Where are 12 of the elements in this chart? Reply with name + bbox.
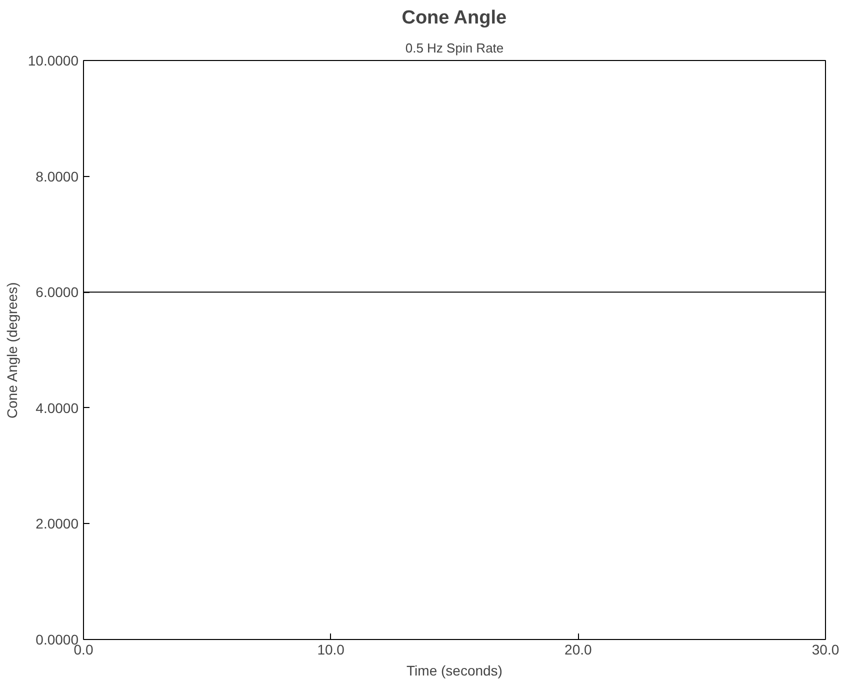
- y-tick-label: 6.0000: [36, 284, 79, 300]
- y-tick-label: 2.0000: [36, 516, 79, 532]
- x-axis-title: Time (seconds): [406, 662, 502, 678]
- y-tick-label: 8.0000: [36, 168, 79, 184]
- chart-title: Cone Angle: [402, 8, 507, 28]
- chart-subtitle: 0.5 Hz Spin Rate: [405, 40, 504, 56]
- y-tick-label: 10.0000: [28, 52, 79, 68]
- x-tick-label: 10.0: [317, 642, 345, 658]
- x-tick-label: 30.0: [812, 642, 840, 658]
- y-tick-label: 4.0000: [36, 400, 79, 416]
- x-tick-label: 20.0: [564, 642, 592, 658]
- y-axis-title: Cone Angle (degrees): [4, 282, 20, 418]
